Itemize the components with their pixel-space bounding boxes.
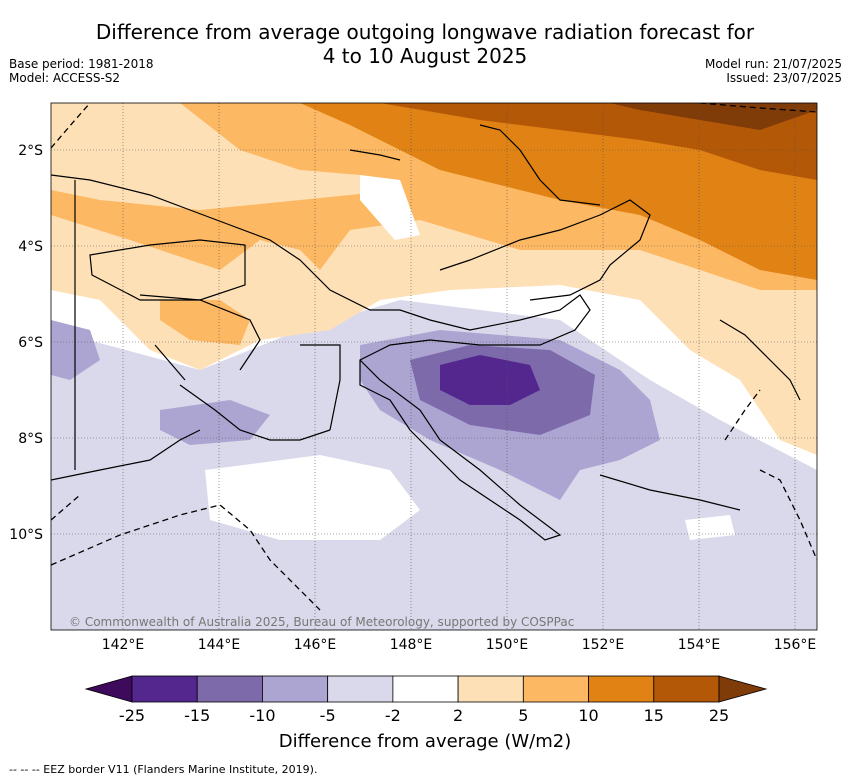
model-run: Model run: 21/07/2025 bbox=[704, 57, 842, 71]
colorbar-tick-label: 25 bbox=[708, 706, 730, 725]
eez-legend-note: -- -- -- EEZ border V11 (Flanders Marine… bbox=[9, 763, 318, 776]
colorbar-segment bbox=[196, 675, 263, 703]
map-title: Difference from average outgoing longwav… bbox=[0, 20, 850, 68]
colorbar-segment bbox=[588, 675, 655, 703]
field-positive-15-25 bbox=[380, 103, 817, 180]
metadata-left: Base period: 1981-2018 Model: ACCESS-S2 bbox=[9, 57, 154, 85]
colorbar-segment bbox=[392, 675, 459, 703]
field-neutral-east bbox=[685, 515, 735, 540]
field-neutral-south bbox=[205, 455, 420, 540]
colorbar-title: Difference from average (W/m2) bbox=[278, 731, 572, 752]
colorbar-tick-label: 5 bbox=[518, 706, 529, 725]
base-period: Base period: 1981-2018 bbox=[9, 57, 154, 71]
lon-label: 156°E bbox=[774, 637, 817, 653]
colorbar-segment bbox=[327, 675, 394, 703]
colorbar-segment bbox=[653, 675, 720, 703]
colorbar-tick-label: -2 bbox=[384, 706, 401, 725]
colorbar-max-arrow bbox=[718, 675, 768, 703]
field-negative-15-25 bbox=[440, 355, 540, 405]
colorbar-tick-label: -10 bbox=[249, 706, 276, 725]
lon-label: 152°E bbox=[582, 637, 625, 653]
colorbar bbox=[84, 675, 768, 703]
title-line-2: 4 to 10 August 2025 bbox=[322, 44, 528, 68]
colorbar-tick-label: -15 bbox=[184, 706, 211, 725]
lat-label: 4°S bbox=[18, 239, 43, 255]
colorbar-segment bbox=[262, 675, 329, 703]
title-line-1: Difference from average outgoing longwav… bbox=[95, 20, 755, 44]
colorbar-tick-label: -25 bbox=[118, 706, 146, 725]
colorbar-min-arrow bbox=[84, 675, 133, 703]
colorbar-tick-label: -5 bbox=[319, 706, 336, 725]
lat-label: 8°S bbox=[18, 431, 43, 447]
copyright-notice: © Commonwealth of Australia 2025, Bureau… bbox=[69, 615, 574, 629]
colorbar-segment bbox=[522, 675, 589, 703]
field-neutral-north bbox=[360, 175, 420, 240]
metadata-right: Model run: 21/07/2025 Issued: 23/07/2025 bbox=[705, 57, 842, 85]
field-positive-25 bbox=[610, 103, 817, 130]
model-name: Model: ACCESS-S2 bbox=[9, 71, 121, 85]
colorbar-tick-label: 15 bbox=[643, 706, 664, 725]
field-negative-5-10-south bbox=[160, 400, 270, 445]
map-plot-area: © Commonwealth of Australia 2025, Bureau… bbox=[51, 103, 817, 630]
colorbar-tick-label: 2 bbox=[453, 706, 464, 725]
lon-label: 154°E bbox=[678, 637, 721, 653]
coastlines bbox=[51, 124, 801, 541]
lat-label: 10°S bbox=[9, 527, 43, 543]
map-frame bbox=[50, 102, 818, 631]
lon-label: 150°E bbox=[486, 637, 529, 653]
gridlines bbox=[51, 103, 817, 630]
lon-label: 142°E bbox=[102, 637, 145, 653]
colorbar-segment bbox=[131, 675, 198, 703]
lon-label: 148°E bbox=[390, 637, 433, 653]
colorbar-segment bbox=[457, 675, 524, 703]
colorbar-tick-label: 10 bbox=[578, 706, 599, 725]
lon-label: 144°E bbox=[198, 637, 241, 653]
lon-label: 146°E bbox=[294, 637, 337, 653]
lat-label: 2°S bbox=[18, 143, 43, 159]
longitude-labels: 142°E 144°E 146°E 148°E 150°E 152°E 154°… bbox=[102, 637, 817, 653]
colorbar-segments bbox=[131, 675, 720, 703]
lat-label: 6°S bbox=[18, 335, 43, 351]
latitude-labels: 2°S 4°S 6°S 8°S 10°S bbox=[9, 143, 43, 543]
issued-date: Issued: 23/07/2025 bbox=[726, 71, 842, 85]
eez-borders bbox=[51, 103, 817, 611]
